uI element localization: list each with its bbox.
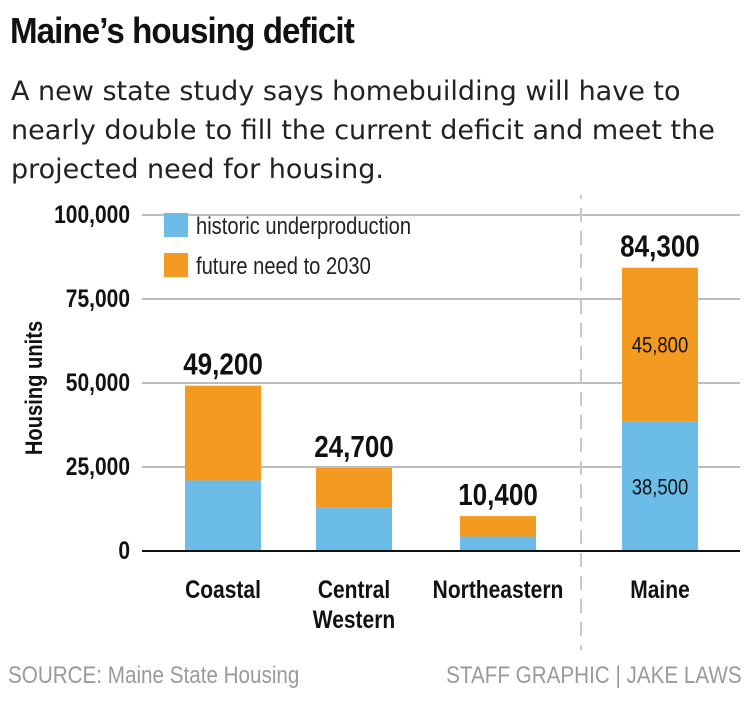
legend-swatch (164, 213, 188, 237)
bar-segment-future (316, 468, 392, 508)
total-value-label: 84,300 (620, 230, 700, 265)
total-value-label: 10,400 (458, 478, 538, 513)
y-tick-label: 0 (118, 536, 130, 564)
y-tick-label: 50,000 (66, 368, 130, 396)
bar-segment-historic (460, 536, 536, 551)
category-label: Maine (630, 575, 690, 603)
segment-value-label: 45,800 (632, 334, 688, 358)
y-tick-label: 75,000 (66, 284, 130, 312)
stacked-bar-chart: 0 25,000 50,000 75,000 100,000 Housing units 4… (20, 195, 740, 650)
category-label: Western (313, 605, 395, 633)
total-value-label: 49,200 (183, 348, 263, 383)
y-tick-label: 100,000 (54, 200, 130, 228)
legend-label: future need to 2030 (196, 252, 371, 279)
source-note: SOURCE: Maine State Housing (8, 662, 300, 689)
category-label: Central (318, 575, 390, 603)
category-label: Coastal (185, 575, 261, 603)
bar-segment-historic (316, 507, 392, 551)
bar-segment-future (622, 267, 698, 422)
bar-segment-future (185, 385, 261, 481)
chart-subtitle: A new state study says homebuilding will… (11, 76, 715, 185)
y-tick-label: 25,000 (66, 452, 130, 480)
chart-title: Maine’s housing deficit (10, 10, 355, 51)
total-value-label: 24,700 (314, 430, 394, 465)
bar-segment-future (460, 516, 536, 537)
category-label: Northeastern (433, 575, 564, 603)
bar-segment-historic (185, 480, 261, 551)
graphic-credit: STAFF GRAPHIC | JAKE LAWS (446, 662, 742, 689)
legend-swatch (164, 253, 188, 277)
y-axis-label: Housing units (20, 321, 47, 455)
legend-label: historic underproduction (196, 212, 411, 239)
segment-value-label: 38,500 (632, 476, 688, 500)
bar-segment-historic (622, 421, 698, 551)
